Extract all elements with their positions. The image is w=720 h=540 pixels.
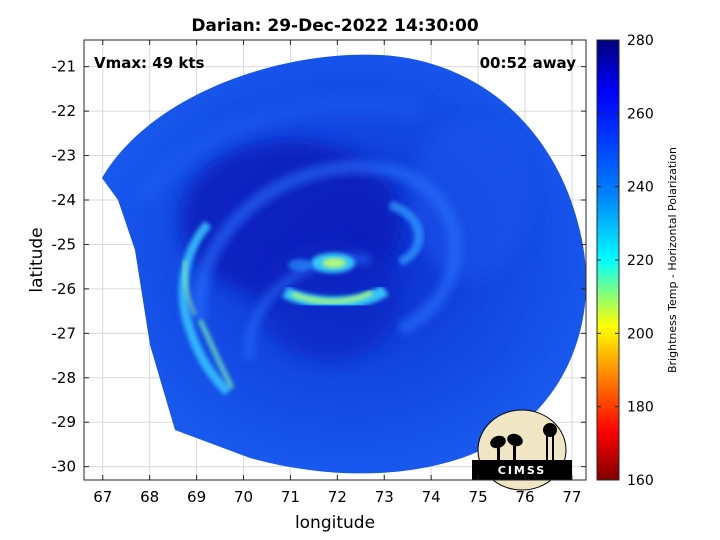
chart-title: Darian: 29-Dec-2022 14:30:00 xyxy=(191,16,479,36)
y-tick-label: -29 xyxy=(52,413,77,431)
colorbar-label: Brightness Temp - Horizontal Polarizatio… xyxy=(666,147,679,373)
x-axis-label: longitude xyxy=(295,513,375,533)
x-tick-label: 72 xyxy=(328,488,347,506)
y-tick-label: -30 xyxy=(52,458,77,476)
x-tick-label: 75 xyxy=(469,488,488,506)
y-tick-label: -27 xyxy=(52,324,77,342)
y-tick-label: -24 xyxy=(52,191,77,209)
x-tick-label: 69 xyxy=(187,488,206,506)
x-tick-label: 68 xyxy=(140,488,159,506)
y-tick-label: -21 xyxy=(52,58,77,76)
x-axis: 67 68 69 70 71 72 73 74 75 76 77 xyxy=(93,40,581,506)
x-tick-label: 74 xyxy=(422,488,441,506)
satellite-swath xyxy=(102,54,586,474)
x-tick-label: 70 xyxy=(234,488,253,506)
logo-text: CIMSS xyxy=(498,464,546,477)
colorbar-tick-label: 240 xyxy=(627,180,654,196)
colorbar-tick-label: 260 xyxy=(627,106,654,122)
x-tick-label: 67 xyxy=(93,488,112,506)
colorbar-tick-label: 280 xyxy=(627,33,654,49)
time-away-annotation: 00:52 away xyxy=(480,54,577,72)
colorbar-tick-label: 220 xyxy=(627,253,654,269)
x-tick-label: 73 xyxy=(375,488,394,506)
colorbar-tick-label: 160 xyxy=(627,473,654,489)
vmax-annotation: Vmax: 49 kts xyxy=(94,54,204,72)
y-tick-label: -26 xyxy=(52,280,77,298)
colorbar-tick-label: 200 xyxy=(627,326,654,342)
y-axis: -21 -22 -23 -24 -25 -26 -27 -28 -29 -30 xyxy=(52,58,586,476)
x-tick-label: 77 xyxy=(562,488,581,506)
cimss-logo: CIMSS xyxy=(472,409,572,491)
y-axis-label: latitude xyxy=(27,227,47,292)
y-tick-label: -25 xyxy=(52,235,77,253)
colorbar-tick-label: 180 xyxy=(627,400,654,416)
x-tick-label: 76 xyxy=(515,488,534,506)
plot-frame xyxy=(83,39,587,481)
y-tick-label: -28 xyxy=(52,369,77,387)
y-tick-label: -22 xyxy=(52,102,77,120)
x-tick-label: 71 xyxy=(281,488,300,506)
y-tick-label: -23 xyxy=(52,147,77,165)
colorbar-ticks: 280 260 240 220 200 180 160 xyxy=(597,33,654,489)
